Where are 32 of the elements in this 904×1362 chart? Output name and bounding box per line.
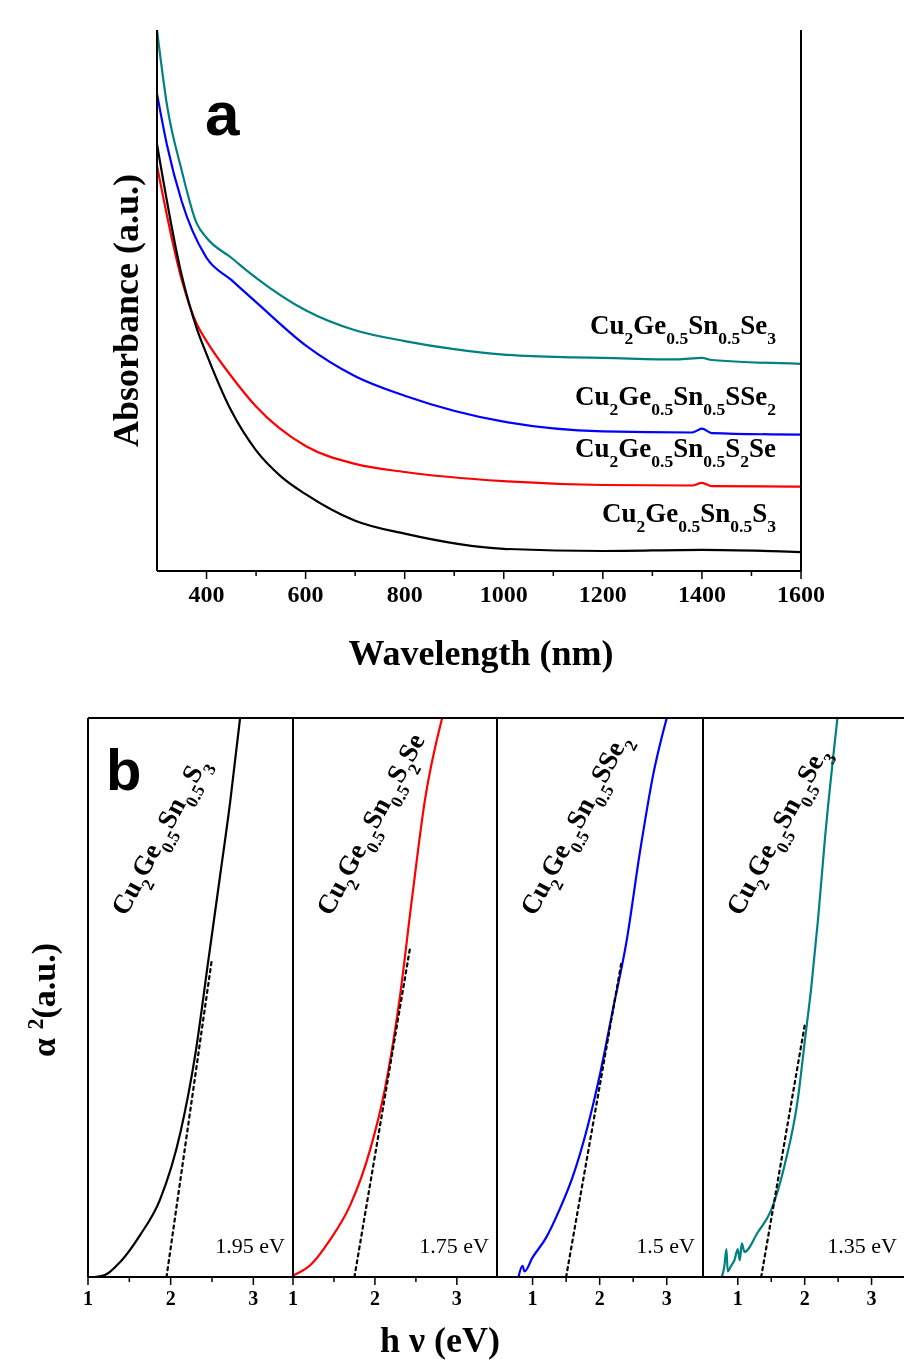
series-label: Cu$_{2}$Ge$_{0.5}$Sn$_{0.5}$S$_{3}$ — [602, 498, 777, 537]
x-tick-label: 3 — [451, 1287, 462, 1309]
x-tick-label: 1200 — [578, 581, 627, 608]
x-tick-label: 2 — [799, 1287, 810, 1309]
text: Cu$_{2}$Ge$_{0.5}$Sn$_{0.5}$S$_{2}$Se — [575, 432, 776, 471]
x-tick-label: 1 — [288, 1287, 298, 1309]
x-axis-title: Wavelength (nm) — [348, 633, 614, 673]
x-tick-label: 800 — [386, 581, 423, 608]
chart-title: b — [106, 737, 142, 802]
x-tick-label: 3 — [248, 1287, 259, 1309]
series-label: Cu$_{2}$Ge$_{0.5}$Sn$_{0.5}$SSe$_{2}$ — [575, 380, 777, 419]
x-tick-label: 1400 — [677, 581, 726, 608]
y-axis-title: Absorbance (a.u.) — [106, 173, 146, 448]
x-tick-label: 3 — [866, 1287, 877, 1309]
x-tick-label: 2 — [369, 1287, 380, 1309]
annotation: 1.35 eV — [827, 1233, 898, 1258]
text: a — [205, 79, 240, 148]
x-tick-label: 1600 — [777, 581, 825, 608]
x-tick-label: 1 — [732, 1287, 743, 1309]
annotation: 1.75 eV — [419, 1233, 490, 1258]
x-tick-label: 400 — [188, 581, 225, 608]
x-tick-label: 1 — [83, 1287, 93, 1309]
x-tick-label: 2 — [165, 1287, 176, 1309]
annotation: 1.5 eV — [636, 1233, 696, 1258]
series-label: Cu$_{2}$Ge$_{0.5}$Sn$_{0.5}$Se$_{3}$ — [590, 309, 777, 348]
annotation: 1.95 eV — [215, 1233, 286, 1258]
x-tick-label: 2 — [594, 1287, 605, 1309]
x-tick-label: 3 — [661, 1287, 672, 1309]
x-axis-title: h ν (eV) — [379, 1320, 501, 1360]
x-tick-label: 1 — [527, 1287, 538, 1309]
x-tick-label: 600 — [287, 581, 324, 608]
x-tick-label: 1000 — [479, 581, 528, 608]
